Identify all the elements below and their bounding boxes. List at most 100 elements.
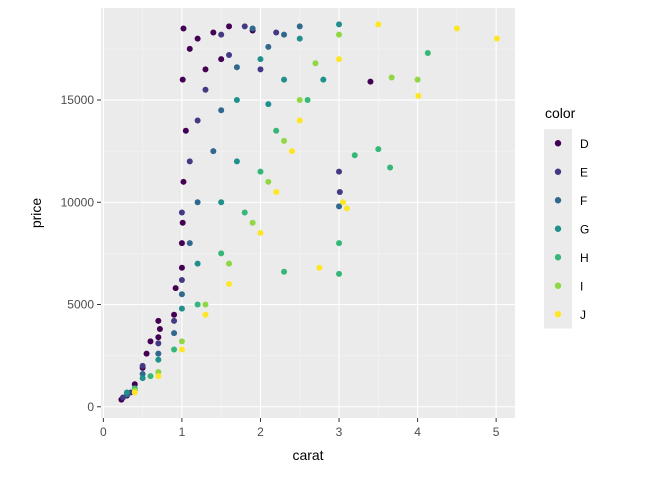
data-point-F [194,199,201,206]
legend-label: D [580,137,589,151]
data-point-D [182,127,189,134]
data-point-F [281,31,288,38]
data-point-D [155,317,162,324]
data-point-F [233,64,240,71]
data-point-G [218,199,225,206]
data-point-J [316,264,323,271]
data-point-D [147,338,154,345]
data-point-E [273,29,280,36]
data-point-I [281,137,288,144]
data-point-D [178,264,185,271]
data-point-D [179,219,186,226]
data-point-D [367,78,374,85]
data-point-D [218,56,225,63]
data-point-H [218,250,225,257]
legend-key-dot [554,197,562,204]
data-point-G [233,158,240,165]
data-point-G [257,56,264,63]
legend-title: color [545,105,576,121]
data-point-J [336,56,343,63]
data-point-D [226,23,233,30]
data-point-D [180,25,187,32]
data-point-I [202,301,209,308]
x-tick-label: 5 [493,425,500,439]
legend-label: E [580,165,588,179]
data-point-H [147,373,154,380]
data-point-I [312,60,319,67]
y-axis-ticks: 0 5000 10000 15000 [61,93,101,414]
legend-key-dot [554,311,562,318]
legend-key-dot [554,282,562,289]
data-point-D [155,334,162,341]
data-point-H [257,168,264,175]
y-tick-label: 5000 [67,298,94,312]
data-point-H [351,152,358,159]
data-point-E [257,66,264,73]
data-point-J [178,346,185,353]
x-axis-ticks: 0 1 2 3 4 5 [100,418,500,439]
data-point-G [123,389,130,396]
y-tick-label: 10000 [61,195,95,209]
data-point-H [336,270,343,277]
plot-panel [101,8,515,418]
data-point-E [171,317,178,324]
data-point-H [241,209,248,216]
data-point-H [375,146,382,153]
legend-key-dot [554,168,562,175]
legend-label: F [580,194,587,208]
legend-key-dot [554,225,562,232]
data-point-D [179,76,186,83]
data-point-D [194,35,201,42]
data-point-D [143,350,150,357]
data-point-G [281,76,288,83]
x-tick-label: 2 [257,425,264,439]
x-tick-label: 1 [179,425,186,439]
data-point-E [218,31,225,38]
legend-label: H [580,251,589,265]
data-point-J [415,92,422,99]
data-point-J [226,281,233,288]
data-point-J [296,117,303,124]
data-point-J [257,229,264,236]
data-point-E [226,52,233,59]
data-point-F [336,203,343,210]
data-point-J [288,148,295,155]
data-point-E [241,23,248,30]
y-tick-label: 0 [87,400,94,414]
data-point-G [194,260,201,267]
x-tick-label: 0 [100,425,107,439]
data-point-F [171,330,178,337]
data-point-D [156,326,163,333]
data-point-E [186,158,193,165]
data-point-H [387,164,394,171]
data-point-H [273,127,280,134]
data-point-F [178,291,185,298]
data-point-D [180,178,187,185]
data-point-E [155,340,162,347]
data-point-G [139,375,146,382]
data-point-F [265,43,272,50]
legend-label: G [580,222,589,236]
data-point-F [218,107,225,114]
data-point-H [281,268,288,275]
data-point-D [186,45,193,52]
data-point-E [336,189,343,196]
data-point-J [453,25,460,32]
data-point-F [296,23,303,30]
data-point-D [202,66,209,73]
data-point-D [210,29,217,36]
data-point-F [249,25,256,32]
data-point-H [194,301,201,308]
legend-label: I [580,279,583,293]
data-point-I [336,31,343,38]
legend: color DE FG HI J [544,105,589,329]
data-point-G [155,356,162,363]
data-point-E [202,86,209,93]
x-tick-label: 4 [414,425,421,439]
data-point-F [155,350,162,357]
data-point-I [226,260,233,267]
legend-key-dot [554,140,562,147]
data-point-E [139,362,146,369]
data-point-J [202,311,209,318]
